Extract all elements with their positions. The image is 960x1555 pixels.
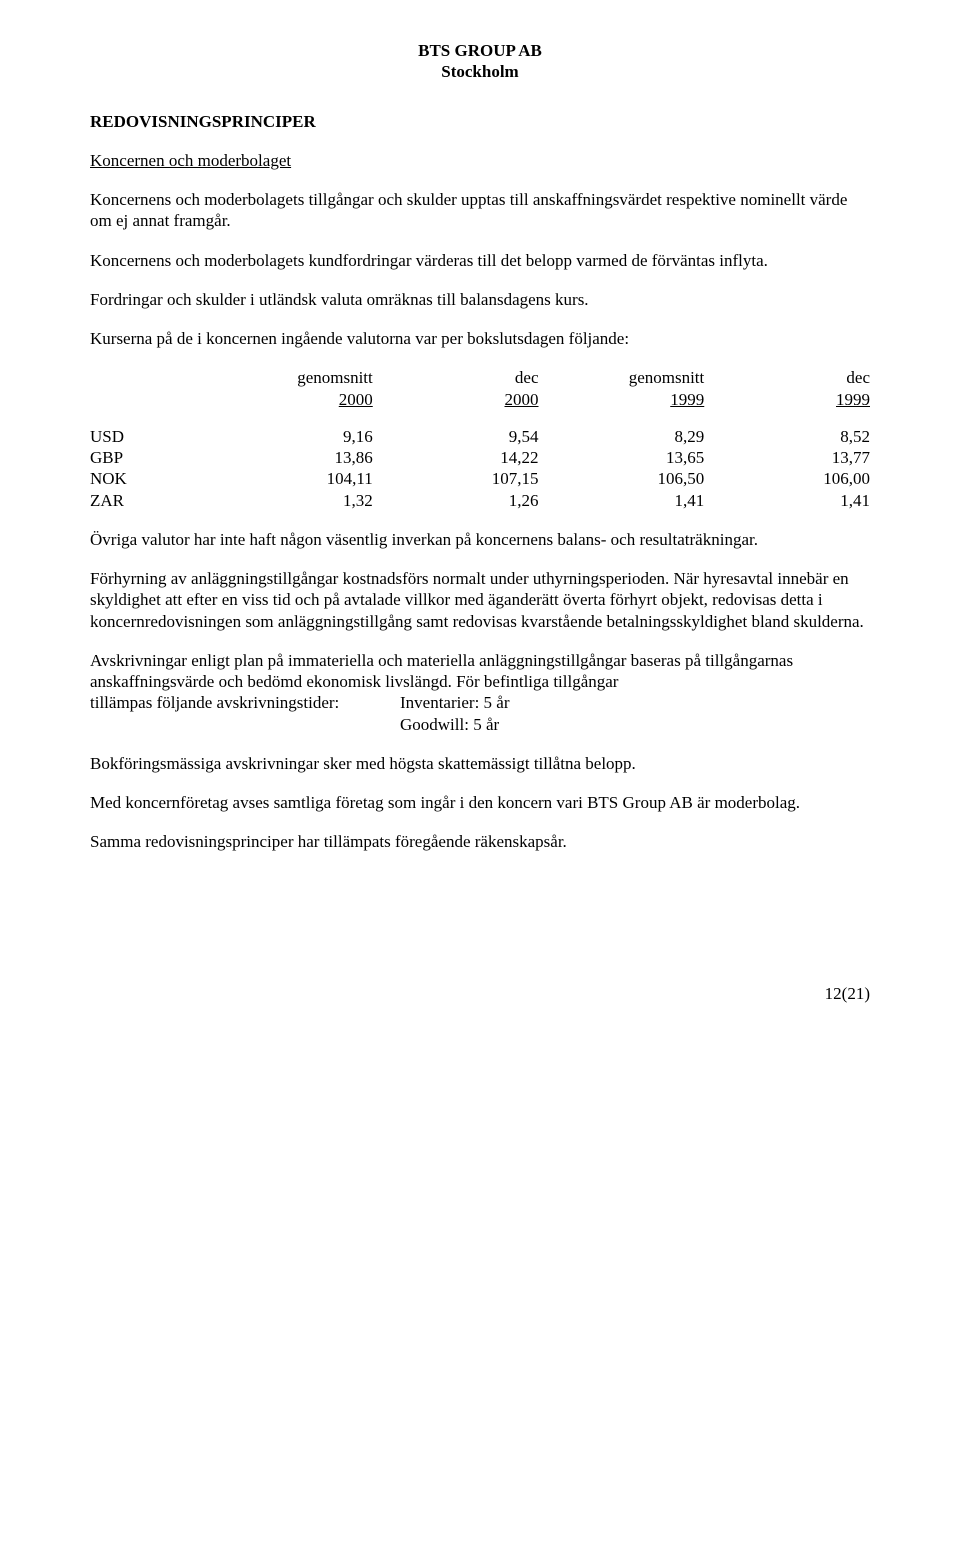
paragraph-4: Kurserna på de i koncernen ingående valu…	[90, 328, 870, 349]
col-header: dec	[373, 367, 539, 388]
company-city: Stockholm	[90, 61, 870, 82]
table-row: USD 9,16 9,54 8,29 8,52	[90, 426, 870, 447]
cell: 8,52	[704, 426, 870, 447]
col-year: 1999	[704, 389, 870, 410]
cell: 106,50	[539, 468, 705, 489]
row-label: ZAR	[90, 490, 207, 511]
paragraph-1: Koncernens och moderbolagets tillgångar …	[90, 189, 870, 232]
cell: 1,41	[704, 490, 870, 511]
cell: 13,77	[704, 447, 870, 468]
dep-value-goodwill: Goodwill: 5 år	[400, 715, 499, 734]
cell: 9,54	[373, 426, 539, 447]
cell: 8,29	[539, 426, 705, 447]
depreciation-paragraph: Avskrivningar enligt plan på immateriell…	[90, 650, 870, 735]
table-header-row: genomsnitt dec genomsnitt dec	[90, 367, 870, 388]
col-year: 2000	[207, 389, 373, 410]
paragraph-2: Koncernens och moderbolagets kundfordrin…	[90, 250, 870, 271]
paragraph-9: Med koncernföretag avses samtliga företa…	[90, 792, 870, 813]
dep-value-inventory: Inventarier: 5 år	[400, 693, 510, 712]
paragraph-6: Förhyrning av anläggningstillgångar kost…	[90, 568, 870, 632]
table-row: ZAR 1,32 1,26 1,41 1,41	[90, 490, 870, 511]
currency-rates-table: genomsnitt dec genomsnitt dec 2000 2000 …	[90, 367, 870, 511]
document-header: BTS GROUP AB Stockholm	[90, 40, 870, 83]
paragraph-3: Fordringar och skulder i utländsk valuta…	[90, 289, 870, 310]
dep-line-1: Avskrivningar enligt plan på immateriell…	[90, 650, 870, 693]
row-label: USD	[90, 426, 207, 447]
cell: 107,15	[373, 468, 539, 489]
row-label: GBP	[90, 447, 207, 468]
page-number: 12(21)	[90, 983, 870, 1004]
cell: 1,41	[539, 490, 705, 511]
col-year: 1999	[539, 389, 705, 410]
company-name: BTS GROUP AB	[90, 40, 870, 61]
cell: 1,26	[373, 490, 539, 511]
table-row: NOK 104,11 107,15 106,50 106,00	[90, 468, 870, 489]
col-header: genomsnitt	[539, 367, 705, 388]
section-title: REDOVISNINGSPRINCIPER	[90, 111, 870, 132]
cell: 9,16	[207, 426, 373, 447]
dep-line-3: Goodwill: 5 år	[90, 714, 870, 735]
cell: 13,86	[207, 447, 373, 468]
cell: 106,00	[704, 468, 870, 489]
dep-label: tillämpas följande avskrivningstider:	[90, 692, 400, 713]
cell: 1,32	[207, 490, 373, 511]
cell: 13,65	[539, 447, 705, 468]
col-header: dec	[704, 367, 870, 388]
cell: 104,11	[207, 468, 373, 489]
cell: 14,22	[373, 447, 539, 468]
table-year-row: 2000 2000 1999 1999	[90, 389, 870, 410]
paragraph-5: Övriga valutor har inte haft någon väsen…	[90, 529, 870, 550]
dep-line-2: tillämpas följande avskrivningstider:Inv…	[90, 692, 870, 713]
col-year: 2000	[373, 389, 539, 410]
col-header: genomsnitt	[207, 367, 373, 388]
row-label: NOK	[90, 468, 207, 489]
paragraph-8: Bokföringsmässiga avskrivningar sker med…	[90, 753, 870, 774]
subheading: Koncernen och moderbolaget	[90, 150, 870, 171]
table-row: GBP 13,86 14,22 13,65 13,77	[90, 447, 870, 468]
paragraph-10: Samma redovisningsprinciper har tillämpa…	[90, 831, 870, 852]
